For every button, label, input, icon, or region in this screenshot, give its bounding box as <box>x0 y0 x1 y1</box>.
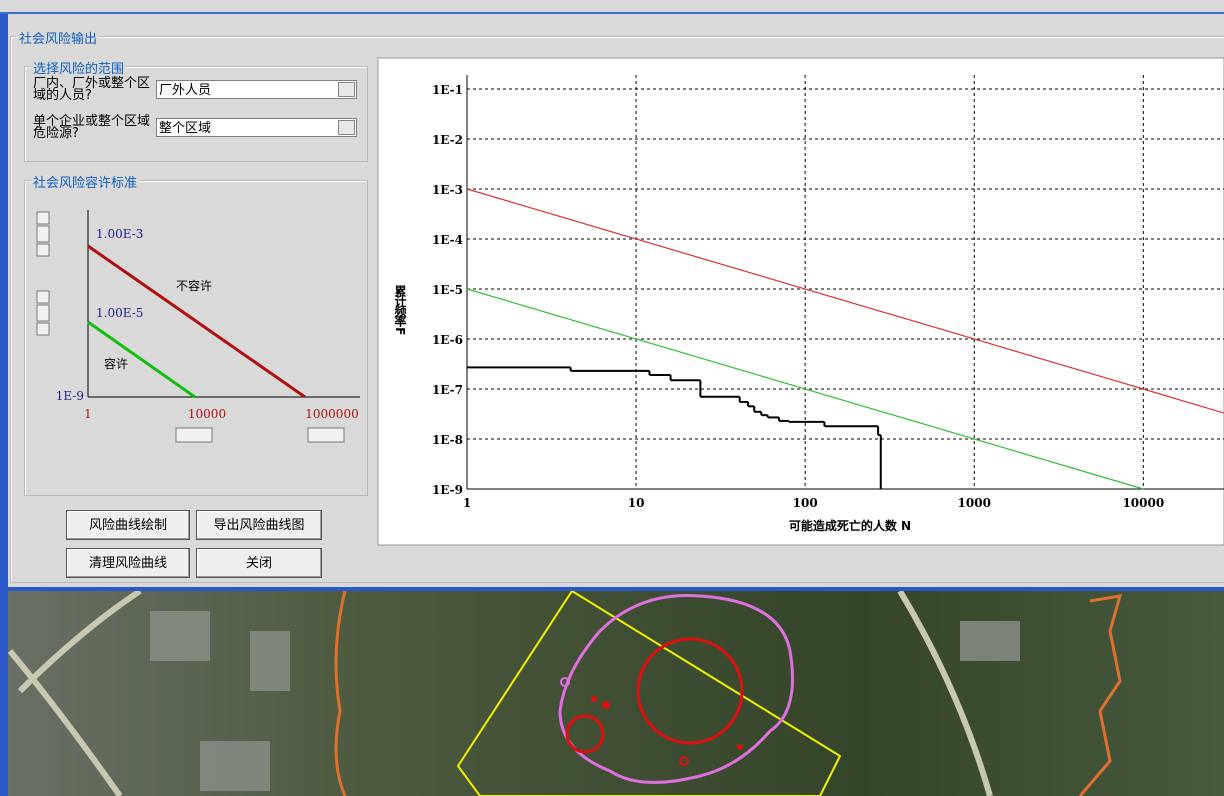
y-tick-label: 1E-8 <box>432 433 463 447</box>
x-axis-title: 可能造成死亡的人数 N <box>789 518 911 533</box>
x-tick-label: 10 <box>628 496 645 510</box>
y-tick-label: 1E-3 <box>432 183 463 197</box>
map <box>0 591 1224 796</box>
x-tick-label: 1000 <box>958 496 991 510</box>
fn-chart: 1E-9 1E-8 1E-7 1E-6 1E-5 1E-4 1E-3 1E-2 1E-1 1 10 1… <box>0 0 1224 592</box>
x-tick-label: 100 <box>793 496 818 510</box>
x-tick-label: 10000 <box>1122 496 1164 510</box>
y-tick-label: 1E-1 <box>432 83 463 97</box>
y-tick-label: 1E-6 <box>432 333 463 347</box>
y-tick-label: 1E-2 <box>432 133 463 147</box>
y-axis-title: 累计频率 F <box>393 285 407 336</box>
y-tick-label: 1E-7 <box>432 383 463 397</box>
x-tick-label: 1 <box>463 496 471 510</box>
y-tick-label: 1E-9 <box>432 483 463 497</box>
y-tick-label: 1E-4 <box>432 233 463 247</box>
screen: 社会风险输出 选择风险的范围 厂内、厂外或整个区域的人员? 厂外人员 单个企业或… <box>0 0 1224 796</box>
y-tick-label: 1E-5 <box>432 283 463 297</box>
